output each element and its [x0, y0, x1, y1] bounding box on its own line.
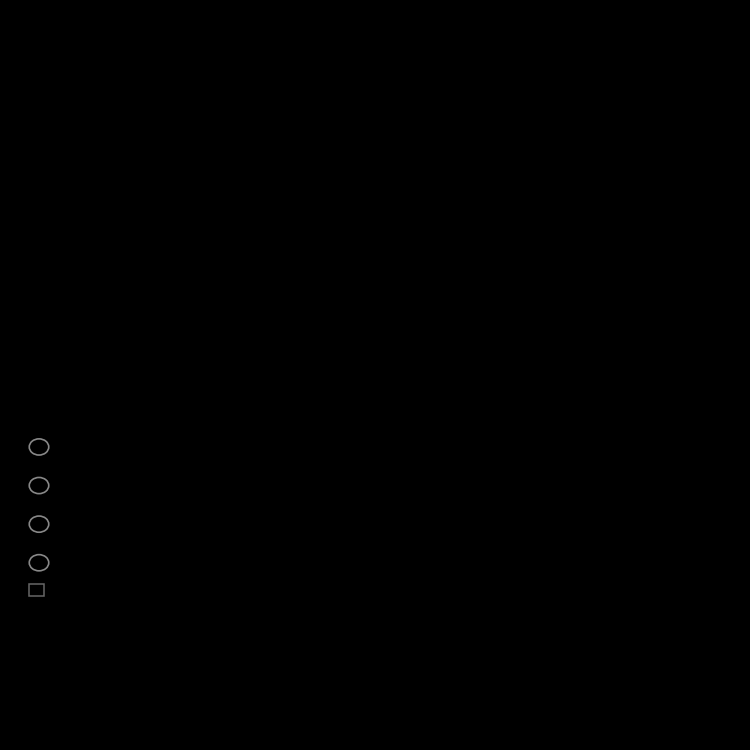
Text: C.: C.: [58, 516, 72, 529]
Text: ABC: ABC: [236, 398, 262, 412]
Text: B.: B.: [58, 477, 72, 490]
Text: are similar. What are the lengths of the unknown sides?: are similar. What are the lengths of the…: [300, 398, 653, 412]
Text: Mark for review (Will be highlighted on the review page): Mark for review (Will be highlighted on …: [51, 584, 385, 597]
Text: Since: Since: [49, 398, 87, 412]
Text: A: A: [24, 345, 34, 358]
Text: : Select the best answer for the question.: : Select the best answer for the questio…: [141, 22, 405, 34]
Text: C: C: [298, 199, 307, 213]
Text: A.: A.: [58, 439, 72, 452]
Text: ADE: ADE: [280, 398, 306, 412]
Text: Question 4 of 20: Question 4 of 20: [30, 22, 146, 34]
Text: B: B: [334, 370, 344, 385]
Text: D.: D.: [58, 554, 73, 567]
Text: ?: ?: [368, 152, 375, 166]
Text: AC = 14 cm;  CE = 8 cm: AC = 14 cm; CE = 8 cm: [79, 477, 232, 490]
Text: D: D: [456, 370, 466, 385]
Text: E: E: [456, 118, 465, 132]
Text: $\overline{\mathit{DE}}$: $\overline{\mathit{DE}}$: [167, 398, 187, 414]
Bar: [28, 584, 44, 596]
Text: 4 cm: 4 cm: [374, 386, 406, 399]
Text: and: and: [256, 398, 288, 412]
Text: , triangles: , triangles: [188, 398, 254, 412]
Text: is parallel to: is parallel to: [100, 398, 185, 412]
Text: AC = 12 cm;  CE = 7 cm: AC = 12 cm; CE = 7 cm: [79, 439, 232, 452]
Text: $\overline{\mathit{BC}}$: $\overline{\mathit{BC}}$: [79, 398, 98, 414]
Text: ?: ?: [146, 254, 154, 269]
Text: 4.: 4.: [22, 398, 34, 412]
Text: AC = 10 cm;  CE = 5 cm: AC = 10 cm; CE = 5 cm: [79, 516, 232, 529]
Text: 9 cm: 9 cm: [488, 238, 518, 250]
Text: AC = 5 cm;  CE = 10 cm: AC = 5 cm; CE = 10 cm: [79, 554, 232, 567]
Text: 8 cm: 8 cm: [153, 386, 184, 399]
